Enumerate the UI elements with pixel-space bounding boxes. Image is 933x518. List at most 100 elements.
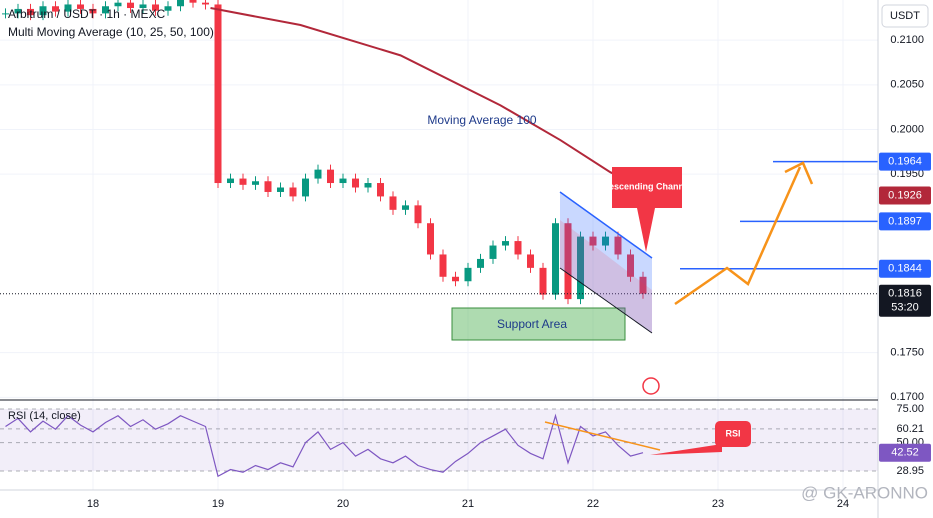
support-area	[451, 307, 626, 341]
candle	[339, 178, 347, 184]
candle	[577, 236, 584, 300]
price-label: 0.1926	[888, 189, 922, 201]
projection-arrow	[784, 161, 814, 185]
candle	[152, 4, 159, 11]
channel-upper	[559, 191, 653, 259]
candle	[39, 6, 47, 16]
countdown: 53:20	[891, 302, 919, 314]
candle	[364, 183, 372, 188]
y-tick-label: 0.2050	[890, 79, 924, 91]
candle	[427, 223, 434, 255]
candle	[127, 2, 134, 9]
candle	[477, 258, 484, 268]
candle	[414, 205, 422, 224]
rsi-callout-label: RSI	[725, 428, 740, 438]
candle	[239, 178, 247, 185]
candle	[539, 267, 547, 295]
channel-fill	[560, 192, 652, 333]
rsi-line	[5, 413, 644, 478]
projection	[674, 166, 802, 306]
candle	[464, 267, 472, 282]
candle	[27, 8, 34, 16]
x-tick-label: 19	[212, 498, 224, 510]
price-axis	[878, 0, 933, 518]
alert-icon[interactable]	[642, 377, 660, 395]
candle	[302, 178, 309, 197]
candle	[2, 13, 9, 15]
rsi-tick-label: 75.00	[896, 403, 924, 415]
candle	[77, 4, 84, 9]
channel-callout	[612, 167, 682, 252]
last-price: 0.1816	[888, 288, 922, 300]
y-tick-label: 0.1700	[890, 391, 924, 403]
candle	[314, 169, 322, 179]
price-label: 0.1897	[888, 215, 922, 227]
candle	[552, 223, 559, 295]
x-tick-label: 22	[587, 498, 599, 510]
candle	[377, 183, 384, 197]
candle	[327, 169, 334, 184]
candle	[252, 181, 259, 185]
y-tick-label: 0.1950	[890, 168, 924, 180]
currency[interactable]: USDT	[890, 10, 920, 22]
candle	[227, 178, 234, 184]
price-label-box	[879, 186, 931, 205]
candle	[164, 6, 172, 11]
candle	[277, 187, 284, 192]
y-tick-label: 0.1750	[890, 347, 924, 359]
candle	[564, 223, 572, 300]
watermark: @ GK-ARONNO	[801, 483, 928, 502]
price-label-box	[879, 259, 931, 278]
candle	[14, 8, 22, 14]
candle	[389, 196, 397, 210]
rsi-callout	[715, 421, 751, 447]
candle	[189, 0, 197, 3]
x-tick-label: 23	[712, 498, 724, 510]
candle	[627, 254, 634, 277]
rsi-last: 42.52	[891, 447, 919, 459]
y-tick-label: 0.2000	[890, 123, 924, 135]
x-tick-label: 20	[337, 498, 349, 510]
channel-fill-lower	[560, 220, 652, 333]
candle	[602, 236, 609, 246]
candle	[439, 254, 447, 277]
candle	[514, 241, 522, 255]
candle	[177, 0, 184, 7]
currency-button[interactable]	[881, 4, 929, 28]
price-label-box	[879, 212, 931, 231]
candle	[52, 6, 59, 12]
candle	[489, 245, 497, 259]
candle	[402, 205, 409, 210]
candle	[89, 8, 97, 14]
x-tick-label: 18	[87, 498, 99, 510]
price-label-box	[879, 152, 931, 171]
candle	[64, 4, 72, 12]
candle	[264, 181, 272, 192]
channel-lower	[559, 267, 653, 334]
x-tick-label: 24	[837, 498, 849, 510]
candle	[114, 2, 122, 7]
moving-average	[210, 7, 651, 192]
indicator-title: Multi Moving Average (10, 25, 50, 100)	[8, 25, 214, 39]
price-label: 0.1844	[888, 263, 922, 275]
last-price-box	[879, 284, 931, 317]
candle	[102, 6, 109, 14]
candle	[589, 236, 597, 246]
candle	[502, 241, 509, 246]
candle	[139, 4, 147, 9]
candle	[452, 276, 459, 282]
candle	[639, 276, 647, 294]
candle	[289, 187, 297, 197]
candle	[202, 2, 209, 5]
channel-label: Descending Channel	[602, 181, 691, 191]
rsi-callout-tail	[650, 444, 722, 455]
candle	[352, 178, 359, 188]
x-tick-label: 21	[462, 498, 474, 510]
price-label: 0.1964	[888, 156, 922, 168]
rsi-tick-label: 28.95	[896, 465, 924, 477]
symbol-title: Arbitrum / USDT · 1h · MEXC	[8, 7, 165, 21]
candle	[614, 236, 622, 255]
candle	[527, 254, 534, 268]
candle	[214, 4, 222, 184]
